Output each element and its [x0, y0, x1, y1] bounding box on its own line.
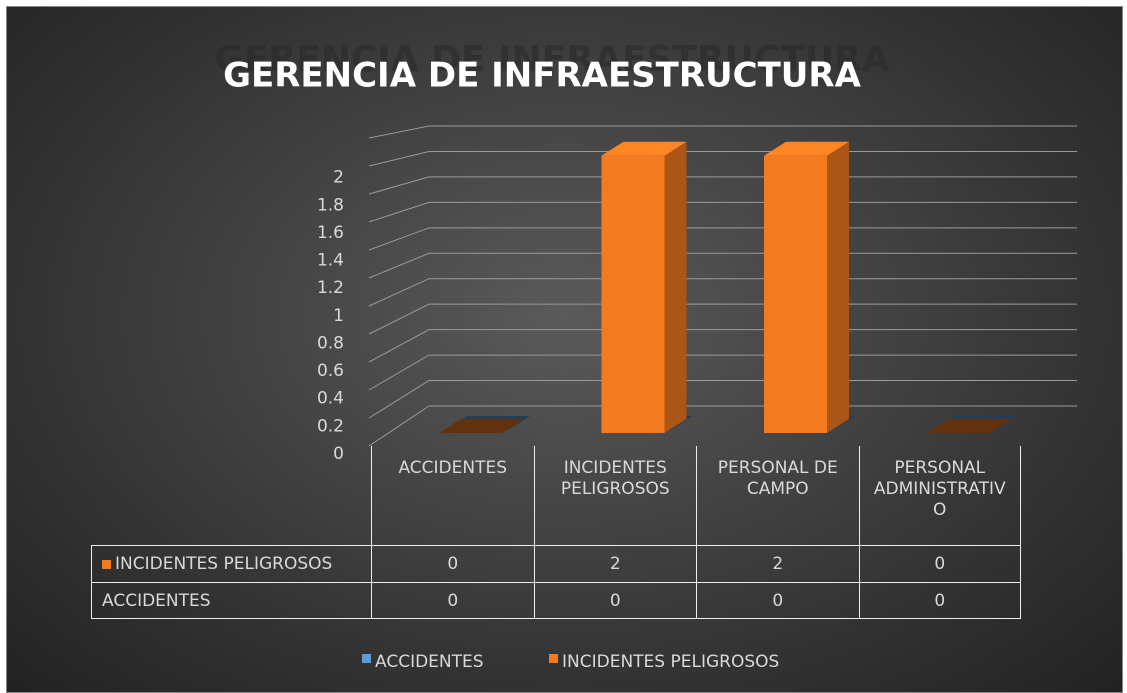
table-value: 0: [858, 545, 1021, 582]
category-label: PERSONAL ADMINISTRATIVO: [858, 446, 1021, 545]
grid-line: [368, 125, 1077, 139]
grid-line: [368, 150, 1077, 167]
table-value: 0: [858, 582, 1021, 619]
legend-label: INCIDENTES PELIGROSOS: [562, 652, 780, 672]
title-reflection: GERENCIA DE INFRAESTRUCTURA: [214, 39, 889, 80]
grid-line: [368, 354, 1077, 391]
series-name: ACCIDENTES: [102, 590, 211, 611]
table-value: 0: [533, 582, 696, 619]
legend-item: INCIDENTES PELIGROSOS: [549, 652, 779, 672]
grid-line: [368, 252, 1077, 279]
chart-frame: GERENCIA DE INFRAESTRUCTURA GERENCIA DE …: [6, 6, 1123, 693]
bar-side: [827, 141, 849, 434]
y-tick-label: 0.6: [317, 361, 344, 381]
grid-line: [368, 176, 1077, 195]
category-label: INCIDENTES PELIGROSOS: [533, 446, 697, 545]
table-value: 0: [371, 582, 534, 619]
y-tick-label: 1.4: [317, 251, 344, 271]
y-tick-label: 1.2: [317, 278, 344, 298]
table-row-label: ACCIDENTES: [91, 582, 371, 619]
table-value: 2: [533, 545, 696, 582]
series-name: INCIDENTES PELIGROSOS: [115, 554, 333, 574]
table-row-label: INCIDENTES PELIGROSOS: [91, 545, 371, 582]
category-label: PERSONAL DE CAMPO: [696, 446, 859, 545]
y-tick-label: 0.2: [317, 416, 344, 436]
table-value: 0: [696, 582, 859, 619]
grid-line: [368, 303, 1077, 335]
legend-key: [102, 559, 111, 569]
bar-top: [439, 419, 524, 433]
grid-line: [368, 227, 1077, 251]
bar-top: [601, 141, 687, 156]
y-tick-label: 1.8: [317, 195, 344, 215]
chart-title: GERENCIA DE INFRAESTRUCTURA: [223, 56, 861, 96]
legend-label: ACCIDENTES: [375, 652, 484, 672]
chart: GERENCIA DE INFRAESTRUCTURA GERENCIA DE …: [214, 39, 1077, 464]
legend-key: [549, 653, 558, 663]
grid-line: [368, 405, 1077, 447]
bar-top: [764, 141, 849, 156]
bar-side: [664, 141, 687, 434]
bar: [764, 155, 827, 434]
y-tick-label: 0.8: [317, 333, 344, 353]
bar-top: [926, 419, 1012, 433]
y-tick-label: 2: [333, 168, 344, 188]
bar: [601, 155, 665, 434]
y-tick-label: 0: [333, 444, 344, 464]
grid-line: [368, 201, 1077, 223]
grid-line: [368, 380, 1077, 419]
grid-line: [368, 278, 1077, 307]
legend-key: [362, 653, 371, 663]
table-value: 0: [371, 545, 534, 582]
category-label: ACCIDENTES: [371, 446, 534, 545]
y-tick-label: 0.4: [317, 389, 344, 409]
grid-line: [368, 329, 1077, 363]
table-value: 2: [696, 545, 859, 582]
legend-item: ACCIDENTES: [362, 652, 484, 672]
y-tick-label: 1: [333, 306, 344, 326]
y-tick-label: 1.6: [317, 223, 344, 243]
